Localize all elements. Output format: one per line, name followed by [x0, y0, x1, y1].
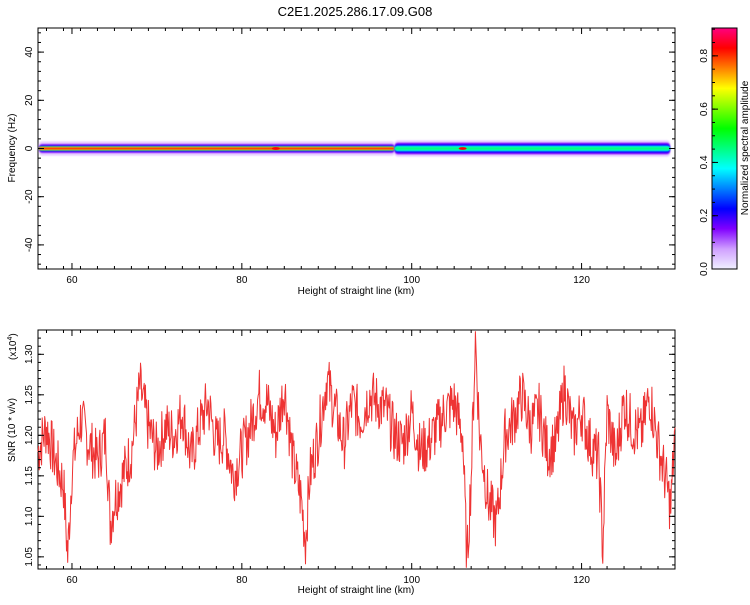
snr-x-ticks: 60 80 100 120: [45, 330, 659, 586]
colorbar-label: Normalized spectral amplitude: [740, 80, 750, 215]
snr-y-axis-label: SNR (10 * v/v): [7, 398, 18, 462]
x-tick-label: 80: [236, 575, 248, 586]
x-tick-label: 80: [236, 275, 248, 286]
spectrogram-y-ticks: -40 -20 0 20 40: [24, 32, 675, 265]
snr-series-line: [37, 331, 676, 568]
band-hotspot: [458, 147, 467, 150]
x-tick-label: 120: [573, 575, 590, 586]
colorbar-ticks: 0.0 0.2 0.4 0.6 0.8: [699, 28, 718, 276]
y-tick-label: 1.05: [24, 547, 35, 567]
colorbar-tick-label: 0.8: [699, 48, 710, 62]
y-tick-label: -40: [24, 237, 35, 252]
y-tick-label: 1.15: [24, 466, 35, 486]
y-tick-label: 1.20: [24, 425, 35, 445]
x-tick-label: 60: [66, 575, 78, 586]
colorbar-tick-label: 0.4: [699, 155, 710, 169]
spectrogram-x-ticks: 60 80 100 120: [45, 28, 659, 286]
spectrogram-y-axis-label: Frequency (Hz): [7, 114, 18, 183]
snr-x-axis-label: Height of straight line (km): [298, 585, 415, 596]
colorbar-gradient: [711, 27, 738, 270]
x-tick-label: 60: [66, 275, 78, 286]
spectrogram-band: [39, 140, 670, 157]
band-green-right: [394, 146, 670, 151]
snr-frame: [37, 329, 676, 570]
y-tick-label: 1.10: [24, 506, 35, 526]
colorbar-tick-label: 0.6: [699, 102, 710, 116]
y-tick-label: 1.30: [24, 344, 35, 364]
svg-text:(x104): (x104): [7, 333, 19, 360]
y-tick-label: 40: [24, 46, 35, 58]
colorbar: 0.0 0.2 0.4 0.6 0.8 Normalized spectral ampl…: [699, 27, 750, 276]
snr-y-exponent-label: (x104): [7, 333, 19, 360]
band-red-left: [39, 147, 395, 150]
y-tick-label: 0: [24, 145, 35, 151]
spectrogram-panel: 60 80 100 120 -40 -20 0 20 40 Height of straigh…: [7, 27, 676, 297]
band-hotspot: [271, 147, 280, 150]
snr-panel: 60 80 100 120 1.05 1.10 1.15 1.20 1.25 1.30 Heig…: [7, 329, 676, 596]
snr-y-ticks: 1.05 1.10 1.15 1.20 1.25 1.30: [24, 329, 675, 567]
y-tick-label: 20: [24, 94, 35, 106]
spectrogram-x-axis-label: Height of straight line (km): [298, 286, 415, 297]
colorbar-tick-label: 0.0: [699, 262, 710, 276]
chart-title: C2E1.2025.286.17.09.G08: [278, 4, 433, 19]
y-tick-label: 1.25: [24, 385, 35, 405]
x-tick-label: 100: [403, 275, 420, 286]
colorbar-tick-label: 0.2: [699, 208, 710, 222]
x-tick-label: 100: [403, 575, 420, 586]
y-tick-label: -20: [24, 189, 35, 204]
x-tick-label: 120: [573, 275, 590, 286]
